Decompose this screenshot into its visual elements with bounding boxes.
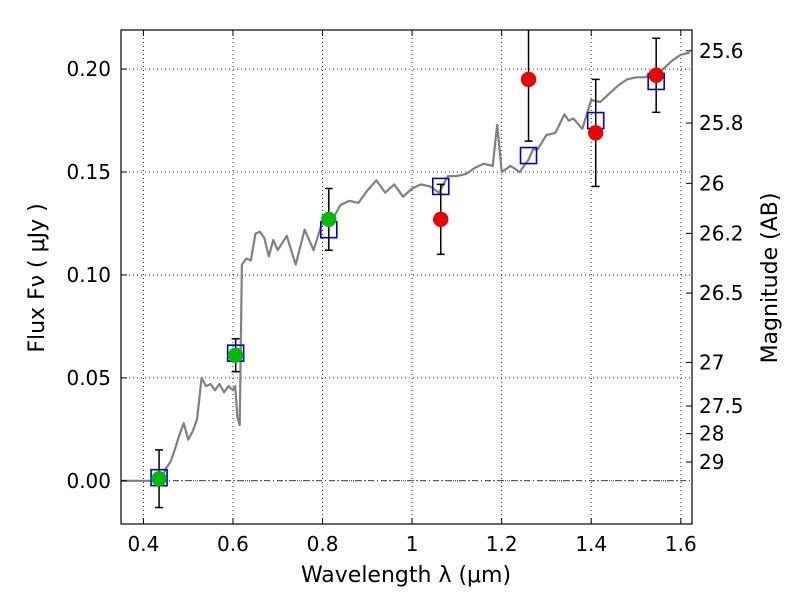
mag-tick-label: 27 (699, 350, 724, 374)
x-tick-label: 1 (406, 532, 419, 556)
mag-tick-label: 26 (699, 171, 724, 195)
detection-point (321, 211, 337, 228)
mag-tick-label: 26.5 (699, 281, 744, 305)
detection-point (227, 347, 244, 363)
grid-lines (121, 30, 692, 524)
plot-frame (120, 29, 693, 525)
x-tick-label: 0.6 (217, 532, 249, 556)
model-spectrum-line (121, 51, 691, 482)
y-tick-label: 0.10 (66, 263, 111, 287)
plot-area (121, 30, 691, 509)
mag-tick-label: 29 (699, 450, 724, 474)
y-tick-label: 0.15 (66, 160, 111, 184)
y-tick-label: 0.05 (66, 366, 111, 390)
x-axis-label: Wavelength λ (μm) (301, 563, 511, 588)
mag-tick-label: 28 (699, 422, 724, 446)
x-tick-label: 0.8 (307, 532, 339, 556)
nondetection-point (520, 71, 537, 88)
x-tick-label: 0.4 (127, 532, 159, 556)
axes: 0.4 0.6 0.8 1 1.2 1.4 1.6 0.00 0.05 0.10 0.15 0.20 2… (66, 30, 744, 556)
detection-point (151, 470, 167, 487)
mag-tick-label: 25.6 (699, 39, 744, 63)
nondetection-point (648, 67, 664, 84)
x-tick-label: 1.4 (575, 532, 607, 556)
nondetection-point (433, 211, 449, 228)
mag-tick-label: 26.2 (699, 221, 744, 245)
nondetection-point (587, 125, 604, 141)
x-tick-label: 1.6 (665, 532, 697, 556)
y-tick-label: 0.00 (66, 469, 111, 493)
y2-axis-label: Magnitude (AB) (758, 193, 783, 364)
mag-tick-label: 25.8 (699, 111, 744, 135)
model-photometry-square (519, 146, 538, 165)
y-tick-label: 0.20 (66, 57, 111, 81)
mag-tick-label: 27.5 (699, 394, 744, 418)
y-axis-label: Flux Fν ( μJy ) (25, 203, 50, 352)
x-tick-label: 1.2 (486, 532, 518, 556)
